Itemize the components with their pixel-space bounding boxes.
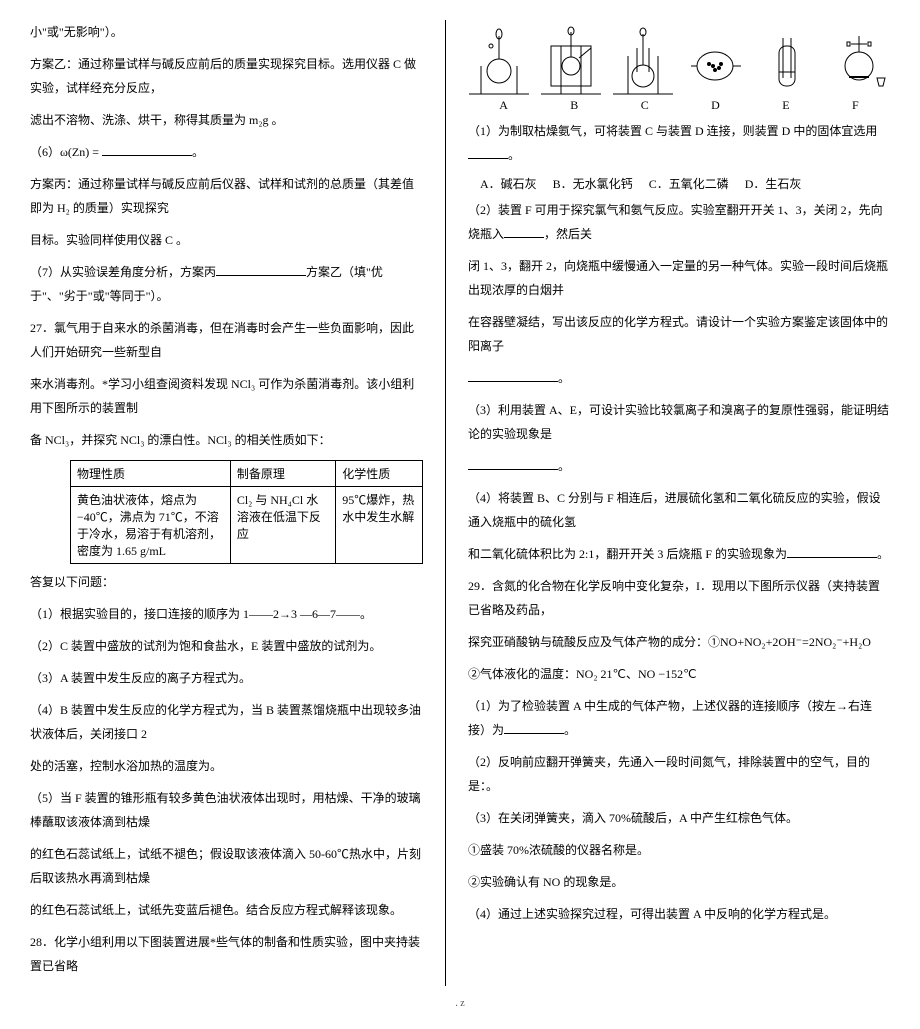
- text: 处的活塞，控制水浴加热的温度为。: [30, 754, 423, 778]
- apparatus-f-icon: [828, 24, 890, 96]
- apparatus-e-icon: [756, 24, 818, 96]
- text: 27．氯气用于自来水的杀菌消毒，但在消毒时会产生一些负面影响，因此人们开始研究一…: [30, 316, 423, 364]
- column-divider: [445, 20, 446, 986]
- label: F: [852, 98, 859, 113]
- text: ②实验确认有 NO 的现象是。: [468, 870, 890, 894]
- blank: [504, 719, 564, 734]
- left-column: 小"或"无影响"）。 方案乙：通过称量试样与碱反应前后的质量实现探究目标。选用仪…: [30, 20, 423, 986]
- table-header: 制备原理: [230, 461, 335, 487]
- label: A: [499, 98, 508, 113]
- table-header: 化学性质: [336, 461, 423, 487]
- text: 29．含氮的化合物在化学反响中变化复杂，I．现用以下图所示仪器（夹持装置已省略及…: [468, 574, 890, 622]
- label: 。: [564, 723, 576, 737]
- table-row: 黄色油状液体，熔点为 −40℃，沸点为 71℃，不溶于冷水，易溶于有机溶剂，密度…: [71, 487, 423, 564]
- blank: [787, 543, 877, 558]
- text: 28．化学小组利用以下图装置进展*些气体的制备和性质实验，图中夹持装置已省略: [30, 930, 423, 978]
- label: C: [641, 98, 649, 113]
- label: 和二氧化硫体积比为 2:1，翻开开关 3 后烧瓶 F 的实验现象为: [468, 547, 787, 561]
- blank: [216, 261, 306, 276]
- blank: [102, 141, 192, 156]
- table-cell: 黄色油状液体，熔点为 −40℃，沸点为 71℃，不溶于冷水，易溶于有机溶剂，密度…: [71, 487, 231, 564]
- text: 和二氧化硫体积比为 2:1，翻开开关 3 后烧瓶 F 的实验现象为 。: [468, 542, 890, 566]
- text: ②气体液化的温度：NO₂ 21℃、NO −152℃: [468, 662, 890, 686]
- option: D．生石灰: [745, 175, 802, 192]
- label: B: [570, 98, 578, 113]
- text: （3）利用装置 A、E，可设计实验比较氯离子和溴离子的复原性强弱，能证明结论的实…: [468, 398, 890, 446]
- table-row: 物理性质 制备原理 化学性质: [71, 461, 423, 487]
- text: （4）B 装置中发生反应的化学方程式为，当 B 装置蒸馏烧瓶中出现较多油状液体后…: [30, 698, 423, 746]
- apparatus-row: [468, 24, 890, 96]
- text: 滤出不溶物、洗涤、烘干，称得其质量为 m₂g 。: [30, 108, 423, 132]
- text: 小"或"无影响"）。: [30, 20, 423, 44]
- text: （4）通过上述实验探究过程，可得出装置 A 中反响的化学方程式是。: [468, 902, 890, 926]
- properties-table: 物理性质 制备原理 化学性质 黄色油状液体，熔点为 −40℃，沸点为 71℃，不…: [70, 460, 423, 564]
- text: （1）根据实验目的，接口连接的顺序为 1——2→3 —6—7——。: [30, 602, 423, 626]
- apparatus-b-icon: [540, 24, 602, 96]
- label: 。: [877, 547, 889, 561]
- label: 。: [558, 459, 570, 473]
- text: 。: [468, 366, 890, 390]
- blank: [468, 367, 558, 382]
- text: （2）装置 F 可用于探究氯气和氨气反应。实验室翻开开关 1、3，关闭 2，先向…: [468, 198, 890, 246]
- label: 。: [192, 145, 204, 159]
- text: 闭 1、3，翻开 2，向烧瓶中缓慢通入一定量的另一种气体。实验一段时间后烧瓶出现…: [468, 254, 890, 302]
- text: （1）为了检验装置 A 中生成的气体产物，上述仪器的连接顺序（按左→右连接）为。: [468, 694, 890, 742]
- label: E: [782, 98, 789, 113]
- text: （4）将装置 B、C 分别与 F 相连后，进展硫化氢和二氧化硫反应的实验，假设通…: [468, 486, 890, 534]
- apparatus-a-icon: [468, 24, 530, 96]
- text: （6）ω(Zn) = 。: [30, 140, 423, 164]
- text: 答复以下问题：: [30, 570, 423, 594]
- text: 探究亚硝酸钠与硫酸反应及气体产物的成分：①NO+NO₂+2OH⁻=2NO₂⁻+H…: [468, 630, 890, 654]
- text: 的红色石蕊试纸上，试纸不褪色；假设取该液体滴入 50-60℃热水中，片刻后取该热…: [30, 842, 423, 890]
- label: （1）为制取枯燥氨气，可将装置 C 与装置 D 连接，则装置 D 中的固体宜选用: [468, 124, 877, 138]
- text: （3）在关闭弹簧夹，滴入 70%硫酸后，A 中产生红棕色气体。: [468, 806, 890, 830]
- label: ，然后关: [544, 227, 592, 241]
- apparatus-labels: A B C D E F: [468, 98, 890, 113]
- text: ①盛装 70%浓硫酸的仪器名称是。: [468, 838, 890, 862]
- text: 来水消毒剂。*学习小组查阅资料发现 NCl₃ 可作为杀菌消毒剂。该小组利用下图所…: [30, 372, 423, 420]
- option: A．碱石灰: [480, 175, 537, 192]
- right-column: A B C D E F （1）为制取枯燥氨气，可将装置 C 与装置 D 连接，则…: [468, 20, 890, 986]
- text: 。: [468, 454, 890, 478]
- text: （5）当 F 装置的锥形瓶有较多黄色油状液体出现时，用枯燥、干净的玻璃棒蘸取该液…: [30, 786, 423, 834]
- label: （6）ω(Zn) =: [30, 145, 99, 159]
- options: A．碱石灰 B．无水氯化钙 C．五氧化二磷 D．生石灰: [480, 175, 890, 192]
- label: （7）从实验误差角度分析，方案丙: [30, 265, 216, 279]
- text: （3）A 装置中发生反应的离子方程式为。: [30, 666, 423, 690]
- text: 目标。实验同样使用仪器 C 。: [30, 228, 423, 252]
- text: 备 NCl₃，并探究 NCl₃ 的漂白性。NCl₃ 的相关性质如下：: [30, 428, 423, 452]
- blank: [468, 144, 508, 159]
- text: 方案乙：通过称量试样与碱反应前后的质量实现探究目标。选用仪器 C 做实验，试样经…: [30, 52, 423, 100]
- apparatus-c-icon: [612, 24, 674, 96]
- blank: [468, 455, 558, 470]
- table-header: 物理性质: [71, 461, 231, 487]
- text: 的红色石蕊试纸上，试纸先变蓝后褪色。结合反应方程式解释该现象。: [30, 898, 423, 922]
- blank: [504, 223, 544, 238]
- apparatus-d-icon: [684, 24, 746, 96]
- text: 在容器壁凝结，写出该反应的化学方程式。请设计一个实验方案鉴定该固体中的阳离子: [468, 310, 890, 358]
- option: B．无水氯化钙: [553, 175, 633, 192]
- table-cell: 95℃爆炸，热水中发生水解: [336, 487, 423, 564]
- table-cell: Cl₂ 与 NH₄Cl 水溶液在低温下反应: [230, 487, 335, 564]
- text: 方案丙：通过称量试样与碱反应前后仪器、试样和试剂的总质量（其差值即为 H₂ 的质…: [30, 172, 423, 220]
- text: （1）为制取枯燥氨气，可将装置 C 与装置 D 连接，则装置 D 中的固体宜选用…: [468, 119, 890, 167]
- label: D: [711, 98, 720, 113]
- text: （2）C 装置中盛放的试剂为饱和食盐水，E 装置中盛放的试剂为。: [30, 634, 423, 658]
- text: （2）反响前应翻开弹簧夹，先通入一段时间氮气，排除装置中的空气，目的是：。: [468, 750, 890, 798]
- label: 。: [508, 148, 520, 162]
- page-footer: . z: [30, 998, 890, 1009]
- option: C．五氧化二磷: [649, 175, 729, 192]
- label: 。: [558, 371, 570, 385]
- text: （7）从实验误差角度分析，方案丙方案乙（填"优于"、"劣于"或"等同于"）。: [30, 260, 423, 308]
